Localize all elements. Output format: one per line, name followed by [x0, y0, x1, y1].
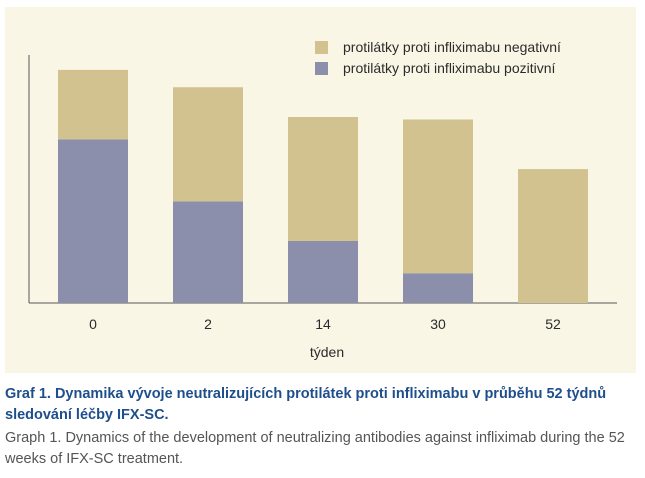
chart-panel: 0 2 14 30 52 protilátky proti infliximabu ne…	[5, 7, 636, 373]
caption-czech: Graf 1. Dynamika vývoje neutralizujících…	[5, 386, 607, 423]
bar-negative-week-14	[288, 117, 358, 241]
x-tick-label: 52	[545, 316, 561, 332]
bar-positive-week-2	[173, 201, 243, 303]
bar-negative-week-52	[518, 169, 588, 303]
bar-negative-week-30	[403, 119, 473, 274]
x-tick-label: 14	[315, 316, 331, 332]
legend-swatch-positive	[315, 62, 328, 75]
legend: protilátky proti infliximabu negativní p…	[315, 39, 561, 76]
bar-positive-week-0	[58, 139, 128, 303]
bar-positive-week-30	[403, 273, 473, 303]
x-tick-label: 0	[89, 316, 97, 332]
stacked-bar-chart: 0 2 14 30 52 protilátky proti infliximabu ne…	[28, 39, 617, 360]
x-tick-labels: 0 2 14 30 52	[89, 316, 561, 332]
figure-caption: Graf 1. Dynamika vývoje neutralizujících…	[5, 384, 640, 470]
x-tick-label: 30	[430, 316, 446, 332]
x-axis-title: týden	[310, 344, 344, 360]
legend-label-positive: protilátky proti infliximabu pozitivní	[343, 60, 556, 76]
bar-negative-week-0	[58, 69, 128, 140]
legend-swatch-negative	[315, 41, 328, 54]
x-tick-label: 2	[204, 316, 212, 332]
bars-group	[58, 69, 588, 303]
caption-english: Graph 1. Dynamics of the development of …	[5, 430, 625, 467]
bar-negative-week-2	[173, 87, 243, 202]
bar-positive-week-14	[288, 241, 358, 303]
legend-label-negative: protilátky proti infliximabu negativní	[343, 39, 561, 55]
